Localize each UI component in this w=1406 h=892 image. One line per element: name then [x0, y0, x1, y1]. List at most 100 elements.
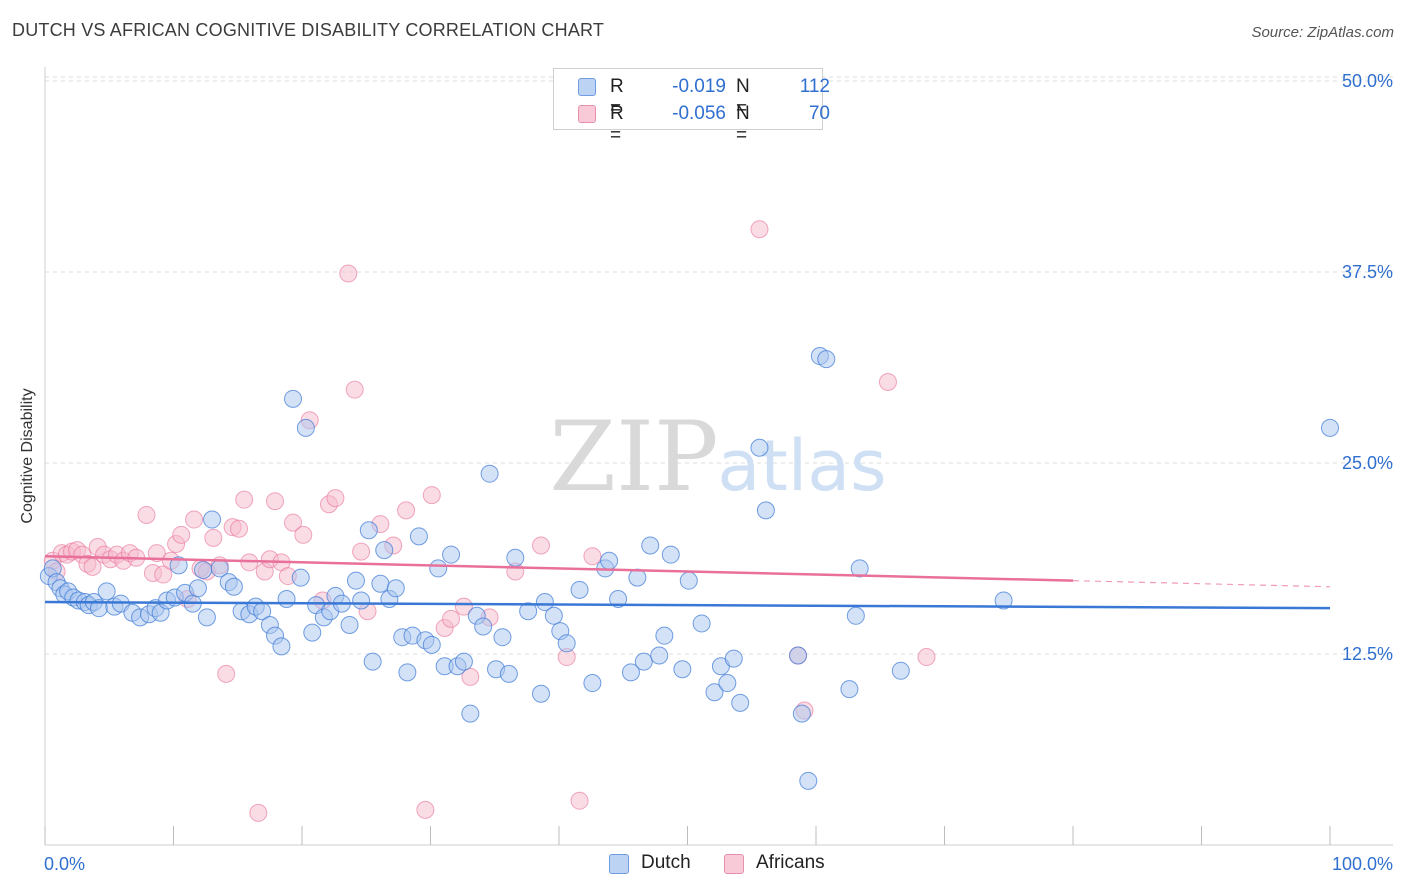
africans-point	[249, 803, 268, 822]
dutch-point	[705, 683, 724, 702]
dutch-point	[789, 646, 808, 665]
dutch-point	[461, 704, 480, 723]
dutch-point	[169, 556, 188, 575]
africans-trend-extension	[1072, 580, 1331, 588]
dutch-point	[422, 635, 441, 654]
y-tick-label: 50.0%	[1342, 71, 1393, 91]
dutch-point	[544, 606, 563, 625]
africans-point	[217, 664, 236, 683]
dutch-point	[600, 551, 619, 570]
dutch-point	[661, 545, 680, 564]
dutch-point	[493, 628, 512, 647]
dutch-point	[188, 579, 207, 598]
africans-point	[352, 542, 371, 561]
africans-swatch	[724, 854, 744, 874]
y-tick-label: 25.0%	[1342, 453, 1393, 473]
africans-point	[570, 791, 589, 810]
dutch-point	[386, 579, 405, 598]
dutch-point	[506, 548, 525, 567]
dutch-point	[679, 571, 698, 590]
dutch-point	[570, 580, 589, 599]
dutch-point	[352, 591, 371, 610]
dutch-point	[840, 680, 859, 699]
africans-point	[266, 492, 285, 511]
dutch-point	[363, 652, 382, 671]
dutch-point	[583, 674, 602, 693]
africans-point	[326, 489, 345, 508]
correlation-legend: R = -0.019 N = 112 R = -0.056 N = 70	[553, 68, 830, 146]
r-label: R =	[610, 76, 624, 119]
dutch-point	[650, 646, 669, 665]
africans-point	[461, 667, 480, 686]
dutch-point	[346, 571, 365, 590]
dutch-point	[454, 652, 473, 671]
dutch-point	[97, 582, 116, 601]
dutch-point	[1321, 418, 1339, 437]
n-label: N =	[736, 103, 750, 146]
watermark-atlas: atlas	[717, 425, 886, 507]
dutch-point	[655, 626, 674, 645]
dutch-point	[371, 574, 390, 593]
dutch-point	[692, 614, 711, 633]
r-value: -0.056	[672, 103, 726, 124]
n-value: 70	[808, 103, 830, 124]
dutch-point	[291, 568, 310, 587]
dutch-point	[203, 510, 222, 529]
chart-title: DUTCH VS AFRICAN COGNITIVE DISABILITY CO…	[12, 20, 605, 40]
source-label: Source: ZipAtlas.com	[1251, 24, 1394, 41]
dutch-point	[359, 521, 378, 540]
dutch-point	[277, 589, 296, 608]
africans-point	[532, 536, 551, 555]
dutch-point	[197, 608, 216, 627]
x-tick-label: 0.0%	[44, 854, 85, 874]
dutch-point	[272, 637, 291, 656]
africans-trend-line	[44, 554, 1074, 582]
africans-point	[750, 220, 769, 239]
watermark-zip: ZIP	[549, 401, 718, 513]
n-label: N =	[736, 76, 750, 119]
africans-point	[154, 565, 173, 584]
dutch-point	[194, 560, 213, 579]
dutch-point	[375, 541, 394, 560]
africans-point	[185, 510, 204, 529]
axes	[44, 67, 1393, 846]
africans-point	[416, 800, 435, 819]
dutch-point	[724, 649, 743, 668]
dutch-point	[994, 591, 1013, 610]
dutch-point	[474, 617, 493, 636]
dutch-point	[398, 663, 417, 682]
africans-point	[294, 525, 313, 544]
dutch-point	[442, 545, 461, 564]
trend-lines	[44, 554, 1331, 610]
dutch-point	[519, 602, 538, 621]
dutch-point	[673, 660, 692, 679]
legend-label-africans: Africans	[756, 852, 825, 873]
africans-point	[147, 544, 166, 563]
dutch-point	[634, 652, 653, 671]
dutch-point	[340, 615, 359, 634]
dutch-point	[224, 577, 243, 596]
dutch-points	[39, 347, 1339, 790]
dutch-point	[850, 559, 869, 578]
africans-point	[454, 597, 473, 616]
dutch-point	[641, 536, 660, 555]
africans-swatch	[578, 105, 596, 123]
dutch-point	[799, 771, 818, 790]
dutch-point	[891, 661, 910, 680]
dutch-point	[480, 464, 499, 483]
africans-point	[397, 501, 416, 520]
africans-point	[172, 525, 191, 544]
dutch-swatch	[578, 78, 596, 96]
dutch-point	[756, 501, 775, 520]
africans-point	[339, 264, 358, 283]
dutch-point	[817, 350, 836, 369]
watermark: ZIP atlas	[549, 401, 886, 513]
dutch-point	[792, 704, 811, 723]
dutch-point	[532, 684, 551, 703]
dutch-trend-line	[44, 600, 1331, 610]
africans-point	[422, 486, 441, 505]
africans-point	[917, 648, 936, 667]
africans-point	[284, 513, 303, 532]
dutch-swatch	[609, 854, 629, 874]
